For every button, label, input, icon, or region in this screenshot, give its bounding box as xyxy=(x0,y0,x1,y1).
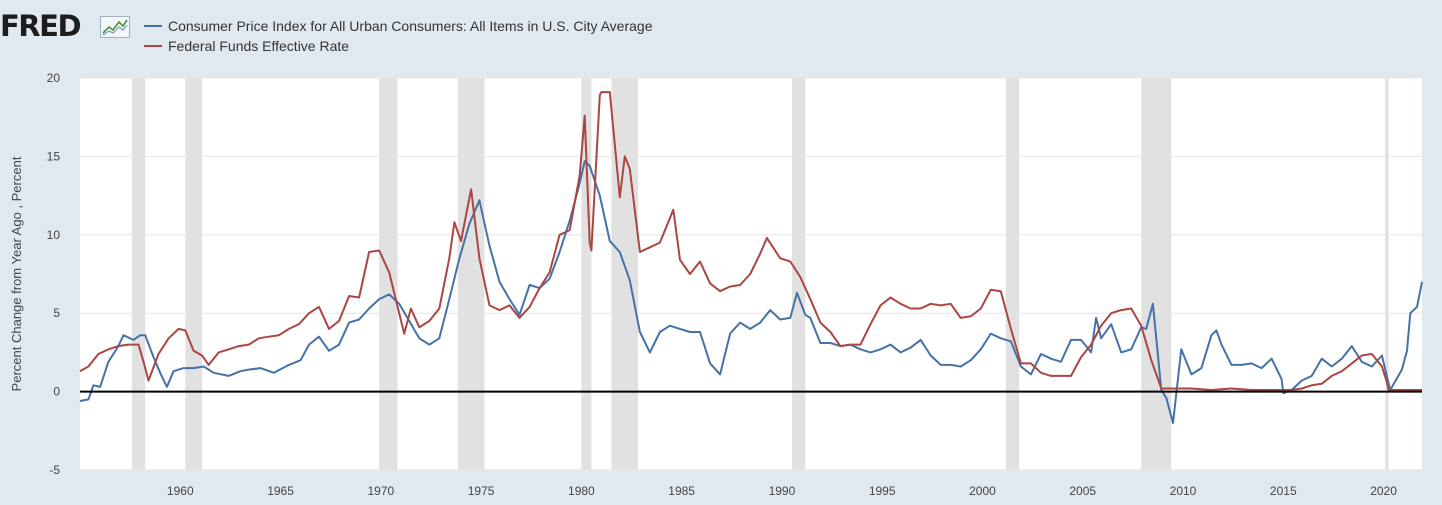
x-tick-label: 1980 xyxy=(568,484,595,498)
gridlines xyxy=(80,77,1422,471)
y-axis-ticks: -5 0 5 10 15 20 xyxy=(47,71,61,477)
x-tick-label: 2010 xyxy=(1170,484,1197,498)
recession-band xyxy=(185,78,202,470)
y-tick-label: 15 xyxy=(47,149,61,163)
y-tick-label: 0 xyxy=(53,385,60,399)
recession-bands xyxy=(131,78,1389,470)
x-tick-label: 1960 xyxy=(167,484,194,498)
x-tick-label: 2005 xyxy=(1069,484,1096,498)
x-tick-label: 1995 xyxy=(869,484,896,498)
x-tick-label: 2015 xyxy=(1270,484,1297,498)
recession-band xyxy=(1141,78,1172,470)
chart-header: FRED Consumer Price Index for All Urban … xyxy=(0,0,1442,64)
y-tick-label: 20 xyxy=(47,71,61,85)
recession-band xyxy=(457,78,485,470)
chart-legend: Consumer Price Index for All Urban Consu… xyxy=(144,16,653,56)
x-tick-label: 2000 xyxy=(969,484,996,498)
recession-band xyxy=(1005,78,1020,470)
recession-band xyxy=(611,78,639,470)
series-line-ffr xyxy=(79,91,1422,391)
recession-band xyxy=(581,78,592,470)
recession-band xyxy=(131,78,146,470)
x-tick-label: 1965 xyxy=(267,484,294,498)
series-line-cpi xyxy=(79,160,1423,424)
legend-label-cpi: Consumer Price Index for All Urban Consu… xyxy=(168,18,653,34)
y-tick-label: 10 xyxy=(47,228,61,242)
legend-label-ffr: Federal Funds Effective Rate xyxy=(168,38,350,54)
line-chart-icon xyxy=(100,16,130,38)
legend-item-ffr[interactable]: Federal Funds Effective Rate xyxy=(144,36,653,56)
x-tick-label: 1990 xyxy=(769,484,796,498)
x-tick-label: 1975 xyxy=(468,484,495,498)
recession-band xyxy=(1385,78,1389,470)
recession-band xyxy=(379,78,398,470)
fred-logo[interactable]: FRED xyxy=(0,9,82,43)
legend-item-cpi[interactable]: Consumer Price Index for All Urban Consu… xyxy=(144,16,653,36)
y-tick-label: 5 xyxy=(53,306,60,320)
series-lines xyxy=(79,91,1423,424)
legend-swatch-cpi xyxy=(144,25,162,27)
x-axis-ticks: 1960 1965 1970 1975 1980 1985 1990 1995 2000 2005… xyxy=(167,484,1397,498)
y-axis-title: Percent Change from Year Ago , Percent xyxy=(9,156,24,391)
x-tick-label: 1970 xyxy=(367,484,394,498)
x-tick-label: 1985 xyxy=(668,484,695,498)
legend-swatch-ffr xyxy=(144,45,162,47)
y-tick-label: -5 xyxy=(49,463,60,477)
x-tick-label: 2020 xyxy=(1370,484,1397,498)
